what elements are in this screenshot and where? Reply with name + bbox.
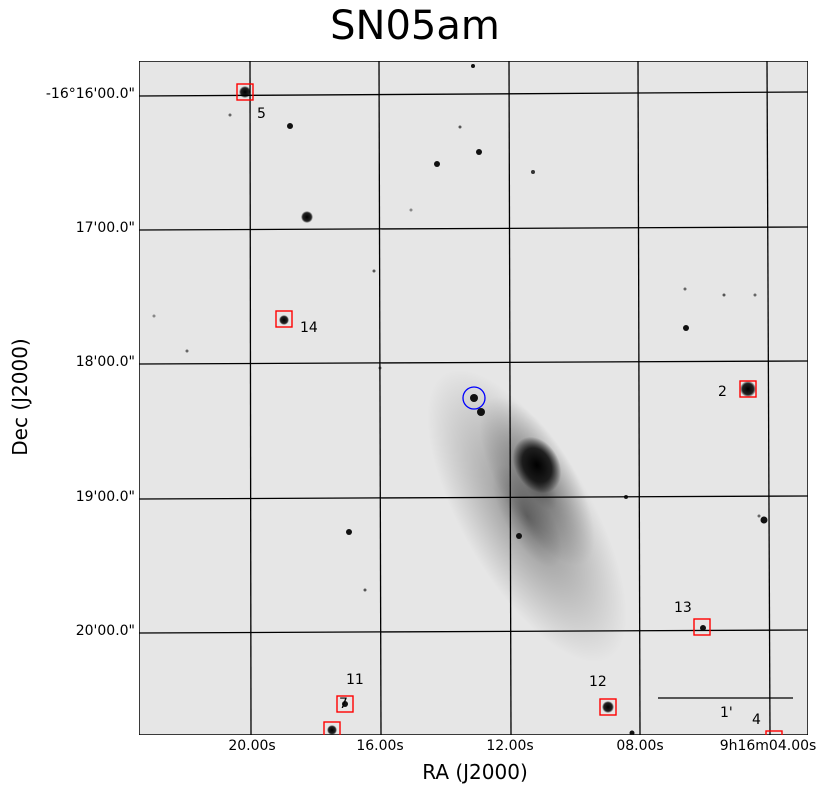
ra-tick-label: 20.00s	[228, 738, 276, 754]
marker-box-2	[739, 380, 757, 398]
marker-box-7	[323, 721, 341, 735]
marker-label-4: 4	[752, 712, 761, 728]
field-stars	[152, 64, 768, 735]
marker-label-7: 7	[339, 696, 348, 712]
marker-box-5	[236, 83, 254, 101]
reference-markers	[236, 83, 783, 735]
marker-box-12	[599, 698, 617, 716]
x-axis-label: RA (J2000)	[422, 760, 528, 784]
target-circle	[462, 386, 486, 410]
marker-box-11	[336, 695, 354, 713]
marker-label-2: 2	[718, 384, 727, 400]
dec-tick-label: 19'00.0"	[75, 489, 135, 505]
ra-tick-label: 12.00s	[486, 738, 534, 754]
marker-label-12: 12	[589, 674, 607, 690]
marker-label-13: 13	[674, 600, 692, 616]
astronomical-image: 5 14 2 13 11 7 12 4 1'	[139, 61, 808, 735]
marker-box-14	[275, 310, 293, 328]
scale-bar-label: 1'	[720, 705, 733, 721]
marker-label-5: 5	[257, 106, 266, 122]
galaxy	[427, 369, 627, 663]
chart-title: SN05am	[330, 3, 500, 49]
marker-box-13	[693, 618, 711, 636]
marker-label-14: 14	[300, 320, 318, 336]
marker-box-4	[765, 730, 783, 735]
y-axis-label: Dec (J2000)	[8, 338, 32, 456]
marker-label-11: 11	[346, 672, 364, 688]
dec-tick-label: 18'00.0"	[75, 354, 135, 370]
coordinate-grid	[139, 61, 808, 735]
ra-tick-label: 16.00s	[356, 738, 404, 754]
dec-tick-label: -16°16'00.0"	[45, 86, 135, 102]
dec-tick-label: 17'00.0"	[75, 220, 135, 236]
ra-tick-label: 08.00s	[616, 738, 664, 754]
ra-tick-label: 9h16m04.00s	[719, 738, 817, 754]
dec-tick-label: 20'00.0"	[75, 623, 135, 639]
